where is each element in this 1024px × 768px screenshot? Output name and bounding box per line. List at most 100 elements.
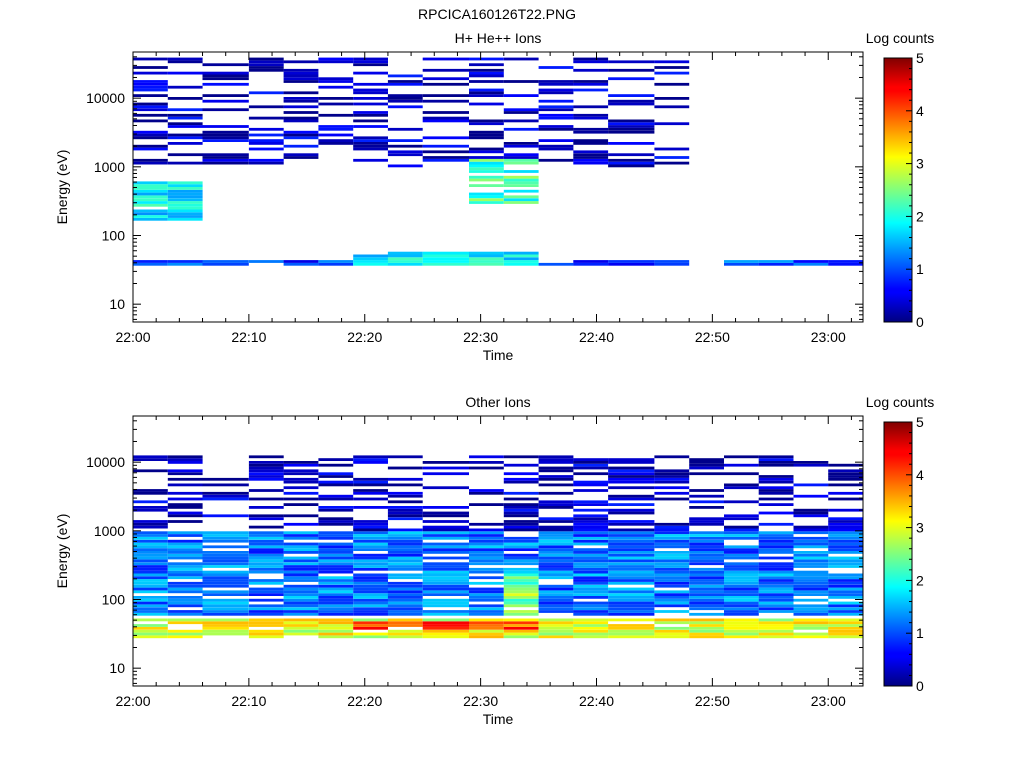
heatmap-cell [689,590,724,594]
heatmap-cell [202,553,249,557]
heatmap-cell [387,581,423,585]
heatmap-cell [387,491,423,495]
heatmap-cell [654,472,690,476]
heatmap-cell [758,463,794,467]
heatmap-cell [608,119,655,123]
heatmap-cell [283,531,319,535]
heatmap-cell [167,514,203,518]
heatmap-cell [353,559,388,563]
heatmap-cell [387,624,423,627]
heatmap-cell [538,91,574,95]
heatmap-cell [608,626,655,630]
heatmap-cell [573,528,609,532]
heatmap-cell [248,553,284,557]
heatmap-cell [387,74,423,78]
heatmap-cell [422,601,469,605]
heatmap-cell [248,562,284,566]
heatmap-cell [318,80,354,83]
heatmap-cell [387,262,423,266]
heatmap-cell [133,556,168,560]
heatmap-cell [422,570,469,574]
heatmap-cell [318,579,354,582]
heatmap-cell [283,116,319,120]
heatmap-cell [573,153,609,157]
heatmap-cell [573,472,609,476]
heatmap-cell [724,528,759,532]
heatmap-cell [793,576,829,580]
heatmap-cell [387,508,423,512]
heatmap-cell [283,68,319,72]
heatmap-cell [167,612,203,616]
heatmap-cell [689,559,724,563]
heatmap-cell [318,590,354,594]
heatmap-cell [503,601,539,605]
heatmap-cell [283,567,319,571]
heatmap-cell [608,469,655,473]
heatmap-cell [387,97,423,100]
heatmap-cell [503,539,539,543]
heatmap-cell [318,463,354,467]
heatmap-cell [538,82,574,86]
heatmap-cell [248,68,284,72]
heatmap-cell [573,581,609,585]
heatmap-cell [793,545,829,549]
heatmap-cell [654,596,690,599]
heatmap-cell [422,629,469,633]
heatmap-cell [793,607,829,611]
heatmap-cell [318,60,354,64]
heatmap-cell [248,587,284,591]
heatmap-cell [202,139,249,142]
heatmap-cell [573,142,609,145]
heatmap-cell [608,77,655,81]
heatmap-cell [318,113,354,117]
heatmap-cell [248,610,284,613]
heatmap-cell [353,139,388,142]
heatmap-cell [283,461,319,464]
heatmap-cell [573,534,609,537]
heatmap-cell [573,621,609,625]
heatmap-cell [469,598,504,602]
heatmap-cell [422,158,469,162]
heatmap-cell [202,539,249,543]
heatmap-cell [202,579,249,582]
heatmap-cell [758,635,794,639]
heatmap-cell [538,466,574,470]
heatmap-cell [689,596,724,599]
heatmap-cell [387,466,423,470]
heatmap-cell [422,604,469,608]
heatmap-cell [503,635,539,639]
heatmap-cell [283,153,319,157]
heatmap-cell [422,150,469,154]
heatmap-cell [573,480,609,484]
heatmap-cell [133,147,168,151]
heatmap-cell [318,624,354,627]
heatmap-cell [503,548,539,551]
heatmap-cell [353,158,388,162]
heatmap-cell [828,536,863,540]
heatmap-cell [689,520,724,523]
heatmap-cell [387,610,423,613]
heatmap-cell [353,489,388,492]
heatmap-cell [387,576,423,580]
heatmap-cell [202,74,249,78]
heatmap-cell [422,144,469,148]
heatmap-cell [573,522,609,526]
heatmap-cell [573,262,609,266]
heatmap-cell [422,624,469,627]
heatmap-cell [248,593,284,596]
heatmap-cell [608,503,655,506]
heatmap-cell [202,607,249,611]
heatmap-cell [469,102,504,106]
heatmap-cell [283,593,319,596]
heatmap-cell [133,108,168,112]
heatmap-cell [422,82,469,86]
heatmap-cell [538,593,574,596]
heatmap-cell [758,567,794,571]
y-tick-label: 10000 [86,90,125,106]
heatmap-cell [469,150,504,154]
x-tick-label: 22:10 [231,329,266,345]
heatmap-cell [283,503,319,506]
heatmap-cell [503,508,539,512]
heatmap-cell [793,604,829,608]
heatmap-cell [283,545,319,549]
